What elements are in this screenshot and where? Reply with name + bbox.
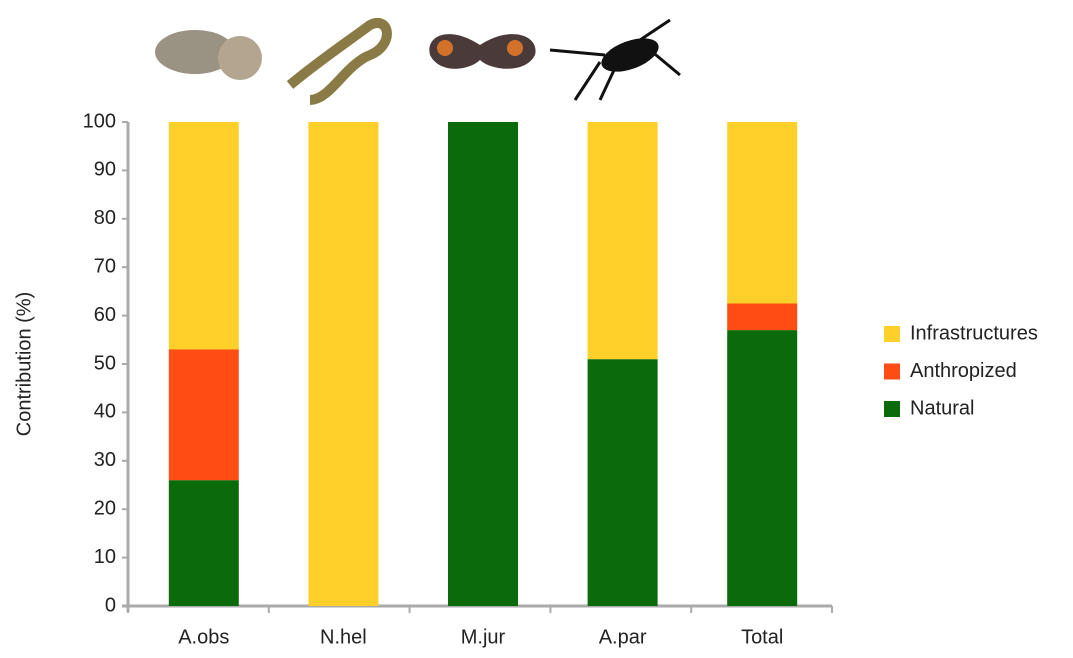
y-tick-label: 20 <box>94 497 116 519</box>
x-tick-label: M.jur <box>461 626 506 648</box>
y-tick-label: 70 <box>94 255 116 277</box>
chart: Contribution (%) 0 10 20 30 40 50 60 70 80 90 100 A… <box>0 0 1073 653</box>
bar-segment <box>727 330 797 606</box>
wing-spot <box>437 40 453 56</box>
wing-spot <box>507 40 523 56</box>
beetle-icon <box>597 32 663 79</box>
y-tick-label: 0 <box>105 594 116 616</box>
legend-label: Anthropized <box>910 360 1017 382</box>
x-tick-label: A.par <box>599 626 647 648</box>
bar-segment <box>588 122 658 359</box>
y-tick-label: 40 <box>94 401 116 423</box>
bar-segment <box>727 304 797 331</box>
y-tick-label: 60 <box>94 304 116 326</box>
bar-segment <box>169 480 239 606</box>
legend-label: Natural <box>910 397 974 419</box>
bar-segment <box>169 349 239 480</box>
toad-eggs <box>218 36 262 80</box>
bar-segment <box>727 122 797 304</box>
x-tick-label: N.hel <box>320 626 367 648</box>
y-tick-label: 10 <box>94 546 116 568</box>
y-tick-label: 80 <box>94 207 116 229</box>
legend-label: Infrastructures <box>910 322 1038 344</box>
y-axis-label: Contribution (%) <box>13 292 35 437</box>
legend-swatch <box>884 326 900 342</box>
legend-swatch <box>884 364 900 380</box>
y-tick-label: 30 <box>94 449 116 471</box>
bar-segment <box>588 359 658 606</box>
x-tick-label: Total <box>741 626 783 648</box>
bar-segment <box>448 122 518 606</box>
y-tick-label: 50 <box>94 352 116 374</box>
legend-swatch <box>884 401 900 417</box>
snake-icon <box>290 23 387 100</box>
y-tick-label: 100 <box>83 110 116 132</box>
species-icons <box>155 20 680 100</box>
x-tick-label: A.obs <box>178 626 229 648</box>
bar-segment <box>169 122 239 349</box>
y-tick-label: 90 <box>94 159 116 181</box>
bar-segment <box>308 122 378 606</box>
